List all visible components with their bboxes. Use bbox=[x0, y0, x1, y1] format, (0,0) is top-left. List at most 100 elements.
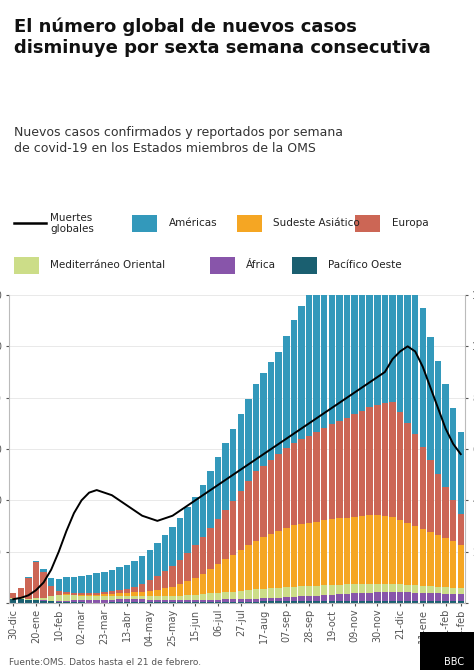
Bar bbox=[93, 593, 100, 594]
Bar bbox=[389, 600, 396, 603]
Bar bbox=[40, 598, 47, 600]
Bar bbox=[404, 523, 411, 585]
Bar bbox=[435, 587, 441, 594]
Bar bbox=[419, 529, 426, 586]
Bar bbox=[184, 595, 191, 600]
Bar bbox=[207, 600, 214, 602]
Text: Muertes
globales: Muertes globales bbox=[50, 213, 94, 234]
Bar bbox=[374, 601, 381, 603]
Bar bbox=[457, 545, 464, 588]
Bar bbox=[457, 588, 464, 594]
Bar bbox=[275, 454, 282, 531]
Bar bbox=[291, 443, 297, 525]
Bar bbox=[109, 594, 115, 596]
Bar bbox=[382, 592, 388, 600]
Bar bbox=[25, 578, 32, 598]
Bar bbox=[275, 598, 282, 602]
Bar bbox=[283, 448, 290, 528]
Bar bbox=[253, 471, 259, 541]
Bar bbox=[366, 182, 373, 407]
Bar bbox=[366, 584, 373, 592]
Bar bbox=[237, 490, 244, 549]
Bar bbox=[33, 598, 39, 600]
Text: Pacífico Oeste: Pacífico Oeste bbox=[328, 261, 401, 270]
Bar bbox=[14, 257, 39, 273]
Text: Sudeste Asiático: Sudeste Asiático bbox=[273, 218, 360, 228]
Bar bbox=[374, 515, 381, 584]
Bar bbox=[48, 586, 55, 596]
Bar bbox=[207, 528, 214, 569]
Bar bbox=[260, 589, 267, 598]
Bar bbox=[139, 600, 146, 602]
Bar bbox=[177, 602, 183, 603]
Bar bbox=[245, 599, 252, 602]
Bar bbox=[245, 480, 252, 545]
Bar bbox=[419, 308, 426, 447]
Bar bbox=[146, 591, 153, 596]
Bar bbox=[48, 578, 55, 586]
Bar bbox=[435, 594, 441, 601]
Bar bbox=[101, 594, 108, 596]
Bar bbox=[321, 595, 328, 601]
Bar bbox=[291, 597, 297, 601]
Bar bbox=[230, 599, 237, 602]
Bar bbox=[260, 373, 267, 466]
Bar bbox=[351, 584, 358, 593]
Bar bbox=[237, 413, 244, 490]
Bar bbox=[207, 594, 214, 600]
Bar bbox=[78, 595, 85, 596]
Bar bbox=[275, 602, 282, 603]
Bar bbox=[404, 592, 411, 601]
Bar bbox=[169, 566, 176, 587]
Bar bbox=[222, 444, 229, 510]
Bar bbox=[344, 222, 350, 417]
Bar bbox=[283, 336, 290, 448]
Bar bbox=[260, 598, 267, 602]
Bar bbox=[139, 592, 146, 596]
Bar bbox=[124, 588, 130, 593]
Bar bbox=[55, 596, 62, 600]
Bar bbox=[192, 545, 199, 578]
Bar bbox=[222, 592, 229, 600]
Bar bbox=[169, 600, 176, 602]
Bar bbox=[404, 423, 411, 523]
Bar bbox=[200, 600, 206, 602]
Bar bbox=[71, 593, 77, 594]
Bar bbox=[268, 534, 274, 588]
Bar bbox=[10, 599, 17, 603]
Bar bbox=[215, 458, 221, 519]
Bar bbox=[18, 588, 24, 598]
Bar bbox=[230, 429, 237, 500]
Bar bbox=[427, 586, 434, 593]
Bar bbox=[336, 594, 343, 601]
Bar bbox=[33, 600, 39, 603]
Bar bbox=[210, 257, 235, 273]
Bar bbox=[139, 596, 146, 600]
Text: Nuevos casos confirmados y reportados por semana
de covid-19 en los Estados miem: Nuevos casos confirmados y reportados po… bbox=[14, 126, 343, 155]
Bar bbox=[253, 384, 259, 471]
Bar bbox=[397, 592, 403, 600]
Bar bbox=[427, 593, 434, 601]
Bar bbox=[344, 584, 350, 594]
Bar bbox=[435, 360, 441, 474]
Bar bbox=[419, 593, 426, 601]
Bar bbox=[169, 587, 176, 596]
Bar bbox=[374, 584, 381, 592]
Bar bbox=[154, 602, 161, 603]
Bar bbox=[131, 596, 138, 600]
Bar bbox=[427, 337, 434, 460]
Bar bbox=[374, 592, 381, 601]
Bar bbox=[366, 407, 373, 515]
Bar bbox=[40, 601, 47, 603]
Bar bbox=[154, 600, 161, 602]
Bar bbox=[450, 500, 456, 541]
Bar bbox=[71, 600, 77, 602]
Bar bbox=[192, 602, 199, 603]
Bar bbox=[146, 550, 153, 580]
Bar bbox=[55, 592, 62, 595]
Bar bbox=[253, 590, 259, 598]
Bar bbox=[397, 584, 403, 592]
Bar bbox=[382, 600, 388, 603]
Bar bbox=[253, 598, 259, 602]
Bar bbox=[162, 572, 168, 588]
